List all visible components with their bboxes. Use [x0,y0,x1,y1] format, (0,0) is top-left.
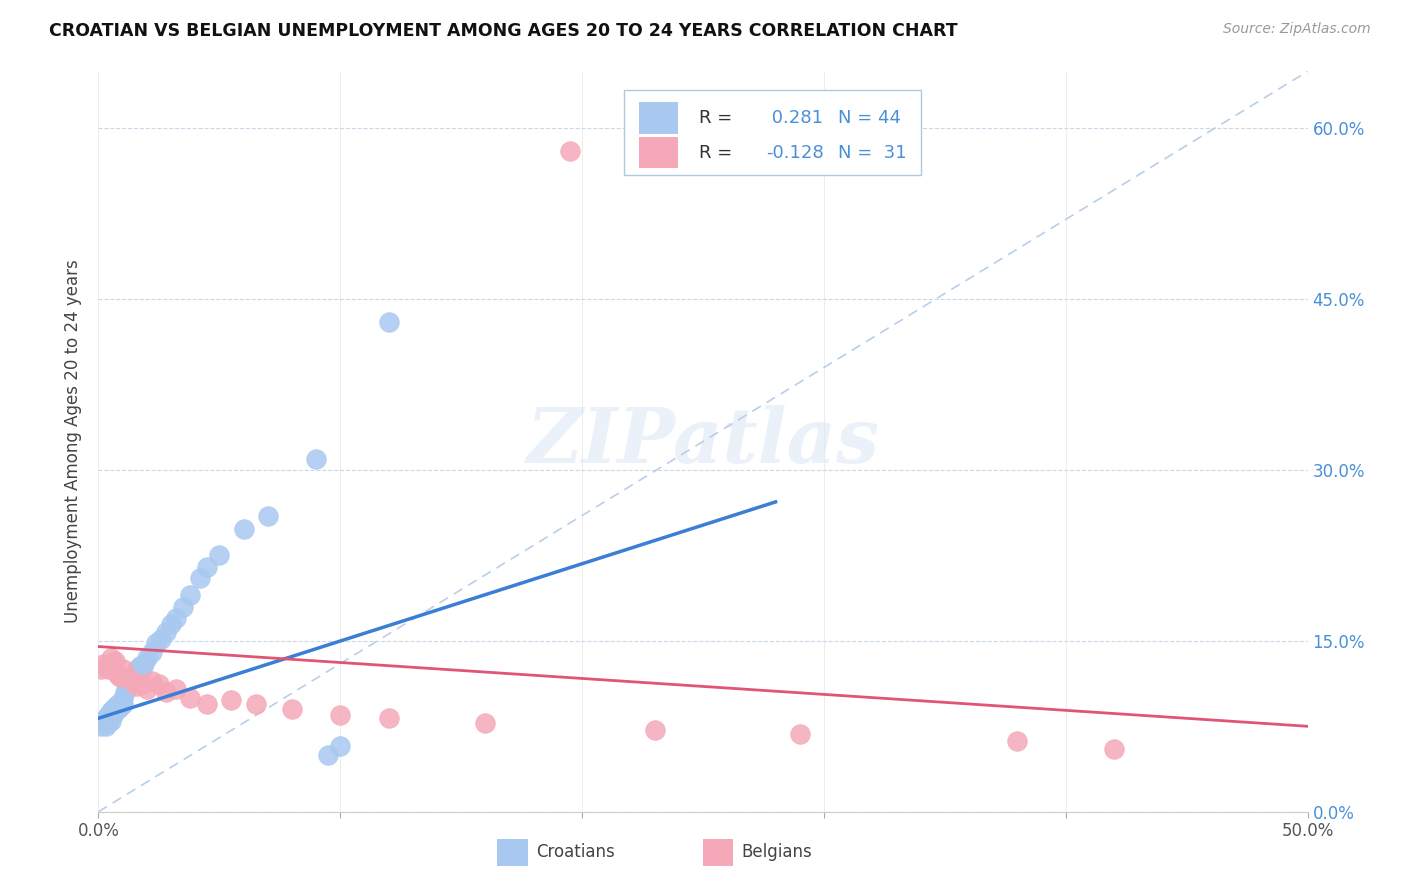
Point [148,677,170,691]
Point [329,739,352,753]
Point [127,680,149,694]
Point [155,624,177,639]
Text: Croatians: Croatians [536,844,614,862]
Point [150,632,173,646]
Point [108,700,131,714]
Point [789,727,811,741]
Point [558,144,581,158]
FancyBboxPatch shape [638,137,678,169]
Text: CROATIAN VS BELGIAN UNEMPLOYMENT AMONG AGES 20 TO 24 YEARS CORRELATION CHART: CROATIAN VS BELGIAN UNEMPLOYMENT AMONG A… [49,22,957,40]
Point [172,599,194,614]
FancyBboxPatch shape [624,90,921,175]
Point [97,707,120,722]
Point [474,715,496,730]
Point [90,719,112,733]
Point [100,714,122,728]
Point [111,690,134,705]
Text: -0.128: -0.128 [766,144,824,161]
Point [135,651,157,665]
Point [111,697,134,711]
Point [134,657,156,671]
Point [188,571,211,585]
Text: ZIPatlas: ZIPatlas [526,405,880,478]
Point [121,673,143,688]
Text: 0.281: 0.281 [766,109,823,127]
Point [101,707,124,722]
Point [90,662,112,676]
Point [104,654,127,668]
Point [117,670,139,684]
Point [179,690,201,705]
Point [145,636,167,650]
Point [107,668,129,682]
Point [108,670,131,684]
Point [281,702,304,716]
Point [179,588,201,602]
Point [195,697,218,711]
Point [1102,742,1125,756]
Point [94,719,117,733]
Point [97,715,120,730]
Point [155,685,177,699]
Point [131,677,153,691]
Point [160,616,183,631]
Point [141,645,163,659]
Point [316,747,339,762]
Point [208,549,231,563]
Text: N =  31: N = 31 [838,144,907,161]
Point [111,662,134,676]
Point [377,315,399,329]
Point [101,659,124,673]
Point [104,705,127,719]
FancyBboxPatch shape [498,839,527,866]
Point [124,668,146,682]
Point [94,711,117,725]
Point [131,662,153,676]
Point [127,662,149,676]
Point [141,673,163,688]
Text: R =: R = [699,144,738,161]
Point [377,711,399,725]
Point [135,681,157,696]
Point [91,657,114,671]
Point [107,697,129,711]
Text: Source: ZipAtlas.com: Source: ZipAtlas.com [1223,22,1371,37]
Point [104,700,127,714]
Text: Belgians: Belgians [742,844,813,862]
Text: N = 44: N = 44 [838,109,901,127]
Point [195,559,218,574]
Point [305,451,328,466]
Point [107,702,129,716]
Point [100,705,122,719]
Point [165,681,187,696]
Point [100,651,122,665]
Y-axis label: Unemployment Among Ages 20 to 24 years: Unemployment Among Ages 20 to 24 years [65,260,83,624]
Point [329,707,352,722]
Point [128,659,150,673]
Point [117,681,139,696]
Text: R =: R = [699,109,738,127]
Point [232,522,254,536]
Point [165,611,187,625]
Point [256,508,278,523]
Point [118,677,141,691]
Point [245,697,267,711]
Point [121,673,143,688]
FancyBboxPatch shape [638,103,678,134]
Point [644,723,666,737]
Point [101,702,124,716]
Point [1007,734,1029,748]
Point [91,714,114,728]
Point [221,693,243,707]
Point [94,659,117,673]
FancyBboxPatch shape [703,839,734,866]
Point [114,685,136,699]
Point [97,662,120,676]
